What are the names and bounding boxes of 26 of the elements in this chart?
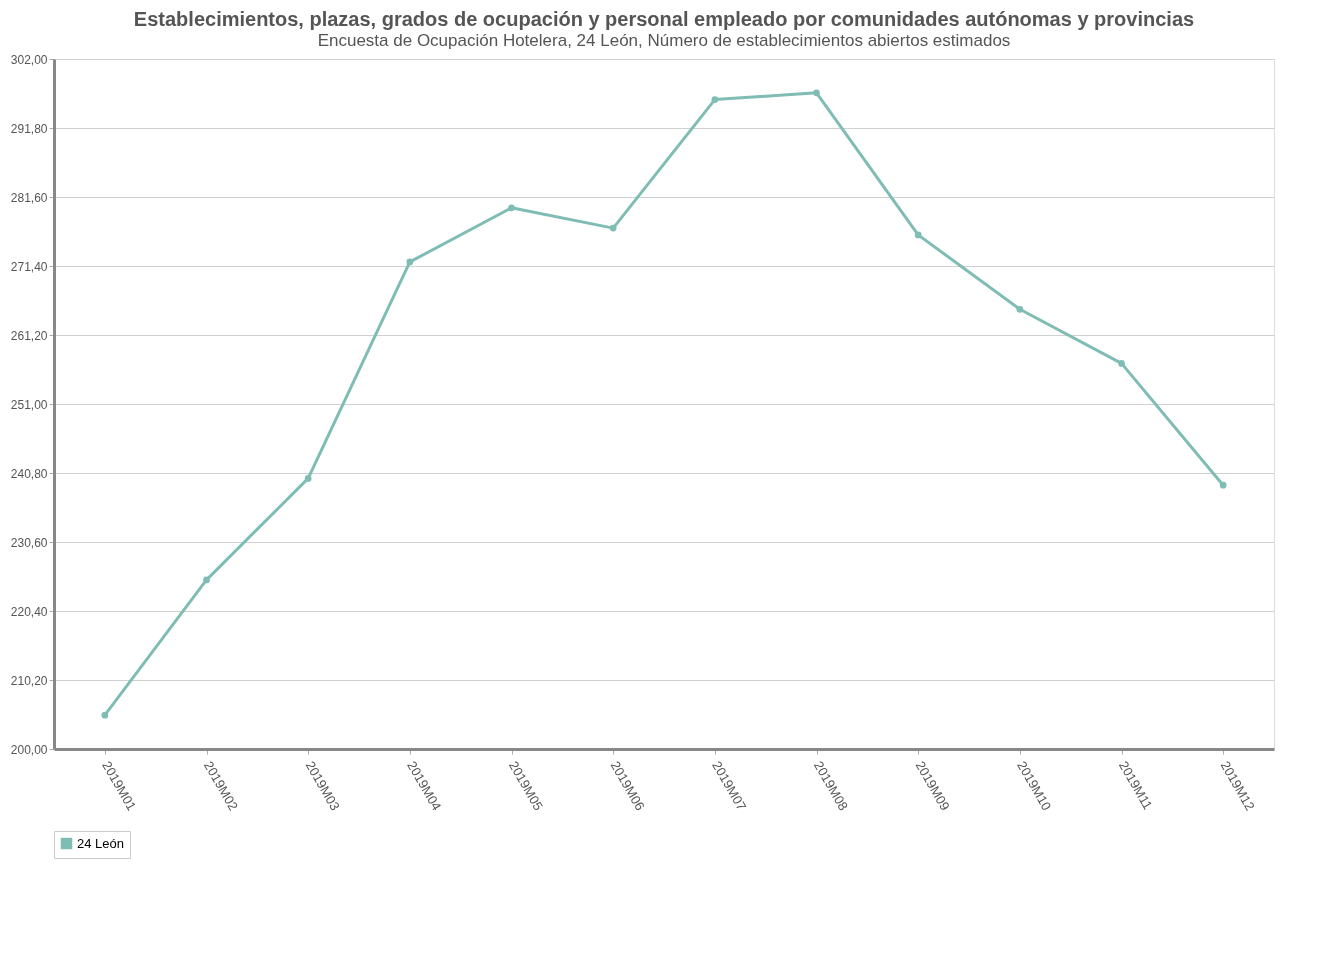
- point: [609, 224, 617, 232]
- point: [203, 576, 210, 584]
- y-tick-label: 291,80: [10, 121, 48, 136]
- point: [914, 231, 922, 239]
- y-tick-label: 261,20: [10, 328, 48, 343]
- point: [813, 89, 820, 97]
- y-tick-label: 220,40: [10, 604, 48, 619]
- y-tick-label: 251,00: [10, 397, 48, 412]
- point: [1118, 360, 1125, 367]
- point: [101, 711, 109, 719]
- y-tick-label: 200,00: [10, 742, 48, 757]
- point: [304, 475, 312, 482]
- point: [711, 96, 719, 103]
- y-tick-label: 281,60: [10, 190, 48, 205]
- chart-subtitle: Encuesta de Ocupación Hotelera, 24 León, Número de establecimientos abiertos estimados: [317, 31, 1011, 50]
- y-tick-label: 230,60: [10, 535, 48, 550]
- point: [1016, 305, 1024, 313]
- point: [1219, 481, 1227, 489]
- y-tick-label: 302,00: [10, 52, 48, 67]
- point: [508, 204, 515, 212]
- legend-label: 24 León: [77, 835, 124, 851]
- y-tick-label: 210,20: [10, 673, 48, 688]
- y-tick-label: 271,40: [10, 259, 48, 274]
- y-tick-label: 240,80: [10, 466, 48, 481]
- chart-title: Establecimientos, plazas, grados de ocupación y personal empleado por comunidades autónomas y provincias: [133, 8, 1195, 30]
- point: [406, 258, 414, 266]
